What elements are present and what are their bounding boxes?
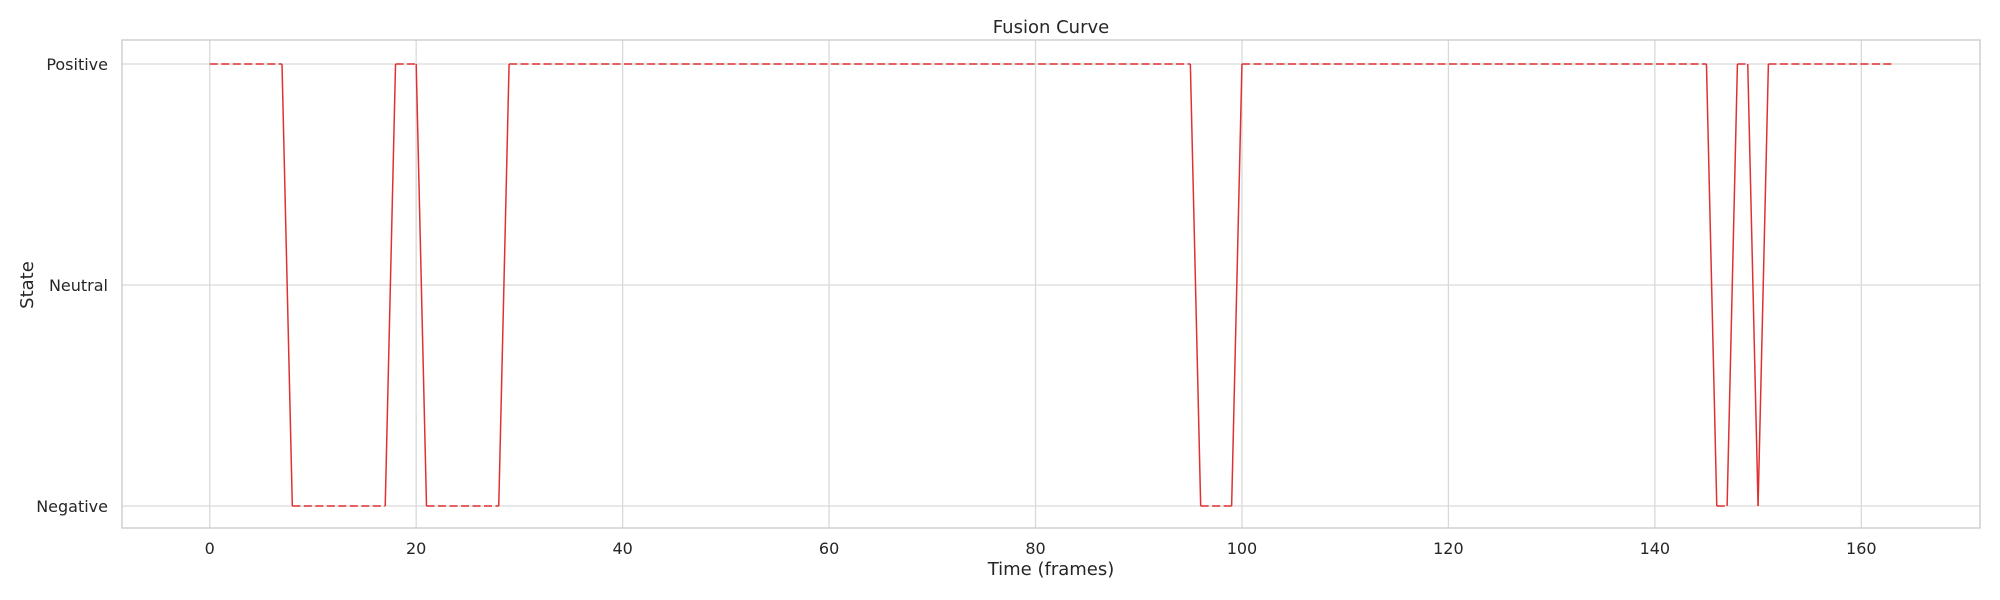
series-segment-transition — [498, 63, 510, 507]
x-tick-label: 20 — [406, 539, 426, 558]
tick-labels: 0 20 40 60 80 100 120 140 160 Negative Neutral Posi… — [36, 55, 1876, 558]
series-segment-transition — [1726, 63, 1739, 507]
series-segment-transition — [281, 63, 294, 507]
series-segment-transition — [1705, 63, 1718, 507]
chart-title: Fusion Curve — [993, 17, 1109, 38]
x-tick-label: 40 — [612, 539, 632, 558]
series-segment-transition — [384, 63, 397, 507]
series-layer — [209, 63, 1893, 507]
x-tick-label: 100 — [1227, 539, 1258, 558]
series-segment-transition — [1230, 63, 1243, 507]
series-segment-transition — [1189, 63, 1202, 507]
x-tick-label: 160 — [1846, 539, 1877, 558]
x-axis-label: Time (frames) — [987, 559, 1115, 580]
x-tick-label: 60 — [819, 539, 839, 558]
y-tick-label: Negative — [36, 497, 108, 516]
x-tick-label: 120 — [1433, 539, 1464, 558]
plot-frame — [121, 39, 1981, 529]
series-segment-transition — [415, 63, 428, 507]
y-axis-label: State — [17, 261, 38, 309]
y-tick-label: Neutral — [49, 276, 108, 295]
x-tick-label: 80 — [1025, 539, 1045, 558]
grid — [122, 40, 1980, 528]
x-tick-label: 140 — [1640, 539, 1671, 558]
series-segment-transition — [1757, 63, 1770, 507]
x-tick-label: 0 — [205, 539, 215, 558]
y-tick-label: Positive — [46, 55, 108, 74]
series-segment-transition — [1747, 63, 1759, 507]
